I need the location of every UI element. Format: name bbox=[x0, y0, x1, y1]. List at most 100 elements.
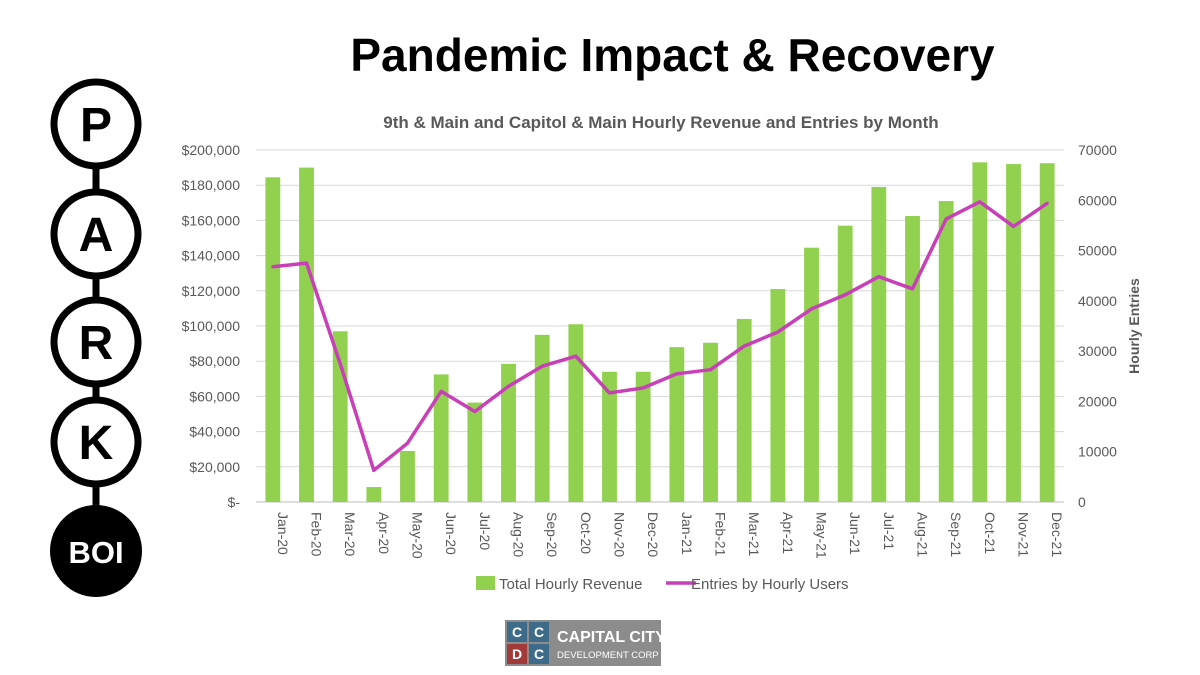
x-tick-label: Feb-20 bbox=[309, 512, 325, 557]
x-tick-label: Jul-21 bbox=[881, 512, 897, 550]
x-tick-label: Nov-20 bbox=[612, 512, 628, 557]
x-tick-label: Apr-21 bbox=[780, 512, 796, 554]
x-tick-label: Nov-21 bbox=[1016, 512, 1032, 557]
entries-point-Apr-20 bbox=[372, 468, 376, 472]
entries-point-Dec-20 bbox=[641, 386, 645, 390]
x-tick-label: Apr-20 bbox=[376, 512, 392, 554]
bar-Mar-20 bbox=[332, 331, 348, 502]
entries-point-Mar-21 bbox=[742, 344, 746, 348]
logo-boi-badge: BOI bbox=[50, 505, 142, 597]
logo-line1-text: CAPITAL CITY bbox=[557, 629, 661, 646]
logo-letter-a-text: A bbox=[79, 209, 114, 262]
x-tick-label: Sep-20 bbox=[544, 512, 560, 557]
y2-axis-title: Hourly Entries bbox=[1126, 278, 1142, 374]
entries-point-Jun-21 bbox=[843, 293, 847, 297]
logo-letter-p: P bbox=[50, 78, 142, 170]
entries-point-Oct-20 bbox=[574, 354, 578, 358]
line-series bbox=[271, 200, 1049, 473]
slide-title: Pandemic Impact & Recovery bbox=[350, 29, 995, 81]
logo-letter-k-text: K bbox=[79, 417, 114, 470]
bar-Feb-21 bbox=[703, 342, 718, 502]
y2-tick-label: 70000 bbox=[1078, 142, 1117, 158]
entries-point-Sep-21 bbox=[944, 217, 948, 221]
bar-Jun-21 bbox=[837, 225, 853, 502]
entries-point-May-21 bbox=[809, 307, 814, 311]
entries-point-Nov-20 bbox=[607, 391, 612, 395]
bar-Nov-20 bbox=[602, 371, 617, 502]
bar-Dec-21 bbox=[1039, 163, 1055, 502]
y-tick-label: $40,000 bbox=[189, 424, 240, 440]
legend: Total Hourly Revenue Entries by Hourly U… bbox=[476, 576, 849, 593]
logo-boi-text: BOI bbox=[68, 535, 123, 570]
entries-point-May-20 bbox=[405, 441, 410, 445]
logo-letter-k: K bbox=[50, 396, 142, 488]
bar-Apr-21 bbox=[770, 289, 786, 502]
bar-Jul-21 bbox=[871, 186, 887, 502]
x-tick-label: Dec-20 bbox=[645, 512, 661, 557]
entries-line bbox=[272, 200, 1049, 473]
bar-Dec-20 bbox=[635, 371, 651, 502]
x-tick-label: Mar-21 bbox=[746, 512, 762, 557]
y-tick-label: $60,000 bbox=[189, 388, 240, 404]
bar-Nov-21 bbox=[1006, 164, 1021, 502]
bar-Sep-20 bbox=[534, 334, 550, 502]
bar-Jan-21 bbox=[669, 347, 685, 502]
bar-Apr-20 bbox=[366, 487, 382, 502]
entries-point-Dec-21 bbox=[1045, 201, 1049, 205]
y-tick-label: $100,000 bbox=[182, 318, 241, 334]
entries-point-Aug-21 bbox=[910, 287, 915, 291]
bar-Feb-20 bbox=[299, 167, 314, 502]
bar-May-20 bbox=[400, 450, 415, 502]
logo-cell-3-text: D bbox=[512, 646, 522, 662]
logo-cell-2-text: C bbox=[534, 624, 544, 640]
logo-cell-4-text: C bbox=[534, 646, 544, 662]
y2-tick-label: 0 bbox=[1078, 494, 1086, 510]
legend-swatch-revenue bbox=[476, 576, 495, 590]
logo-cell-3 bbox=[507, 644, 527, 664]
entries-point-Mar-20 bbox=[338, 362, 342, 366]
legend-label-entries: Entries by Hourly Users bbox=[691, 576, 849, 593]
y2-tick-label: 10000 bbox=[1078, 444, 1117, 460]
entries-point-Aug-20 bbox=[506, 384, 511, 388]
y-axis-left: $- $20,000 $40,000 $60,000 $80,000 $100,000 $1… bbox=[182, 142, 241, 510]
entries-point-Feb-21 bbox=[708, 368, 713, 372]
gridlines bbox=[256, 149, 1064, 503]
entries-point-Jul-20 bbox=[473, 409, 477, 414]
capital-city-development-corp-logo: C C D C CAPITAL CITY DEVELOPMENT CORP bbox=[505, 620, 661, 666]
y-tick-label: $120,000 bbox=[182, 283, 241, 299]
x-tick-label: Oct-20 bbox=[578, 512, 594, 554]
x-axis: Jan-20 Feb-20 Mar-20 Apr-20 May-20 Jun-20 Jul-… bbox=[275, 512, 1065, 559]
entries-point-Jun-20 bbox=[439, 389, 443, 393]
chart-title: 9th & Main and Capitol & Main Hourly Rev… bbox=[383, 113, 938, 132]
y-tick-label: $- bbox=[228, 494, 241, 510]
x-tick-label: Dec-21 bbox=[1049, 512, 1065, 557]
bar-Oct-21 bbox=[972, 162, 988, 502]
bar-Jan-20 bbox=[265, 177, 281, 502]
logo-cell-1-text: C bbox=[512, 624, 522, 640]
y2-tick-label: 40000 bbox=[1078, 293, 1117, 309]
logo-line2-text: DEVELOPMENT CORP bbox=[557, 650, 659, 661]
x-tick-label: May-21 bbox=[814, 512, 830, 559]
bar-Jun-20 bbox=[433, 374, 449, 502]
x-tick-label: Mar-20 bbox=[342, 512, 358, 557]
y-tick-label: $180,000 bbox=[182, 177, 241, 193]
bar-May-21 bbox=[804, 247, 819, 502]
y-axis-right: 0 10000 20000 30000 40000 50000 60000 70000 bbox=[1078, 142, 1117, 510]
y2-tick-label: 50000 bbox=[1078, 243, 1117, 259]
entries-point-Feb-20 bbox=[304, 261, 309, 265]
y-tick-label: $140,000 bbox=[182, 248, 241, 264]
logo-cell-2 bbox=[529, 622, 549, 642]
entries-point-Jan-20 bbox=[271, 265, 275, 269]
logo-letter-r-text: R bbox=[79, 317, 114, 370]
x-tick-label: Jul-20 bbox=[477, 512, 493, 550]
x-tick-label: May-20 bbox=[410, 512, 426, 559]
x-tick-label: Oct-21 bbox=[982, 512, 998, 554]
y-tick-label: $20,000 bbox=[189, 459, 240, 475]
logo-cell-1 bbox=[507, 622, 527, 642]
logo-letter-a: A bbox=[50, 188, 142, 280]
y-tick-label: $80,000 bbox=[189, 353, 240, 369]
y-tick-label: $200,000 bbox=[182, 142, 241, 158]
x-tick-label: Jun-20 bbox=[443, 512, 459, 555]
x-tick-label: Jan-20 bbox=[275, 512, 291, 555]
